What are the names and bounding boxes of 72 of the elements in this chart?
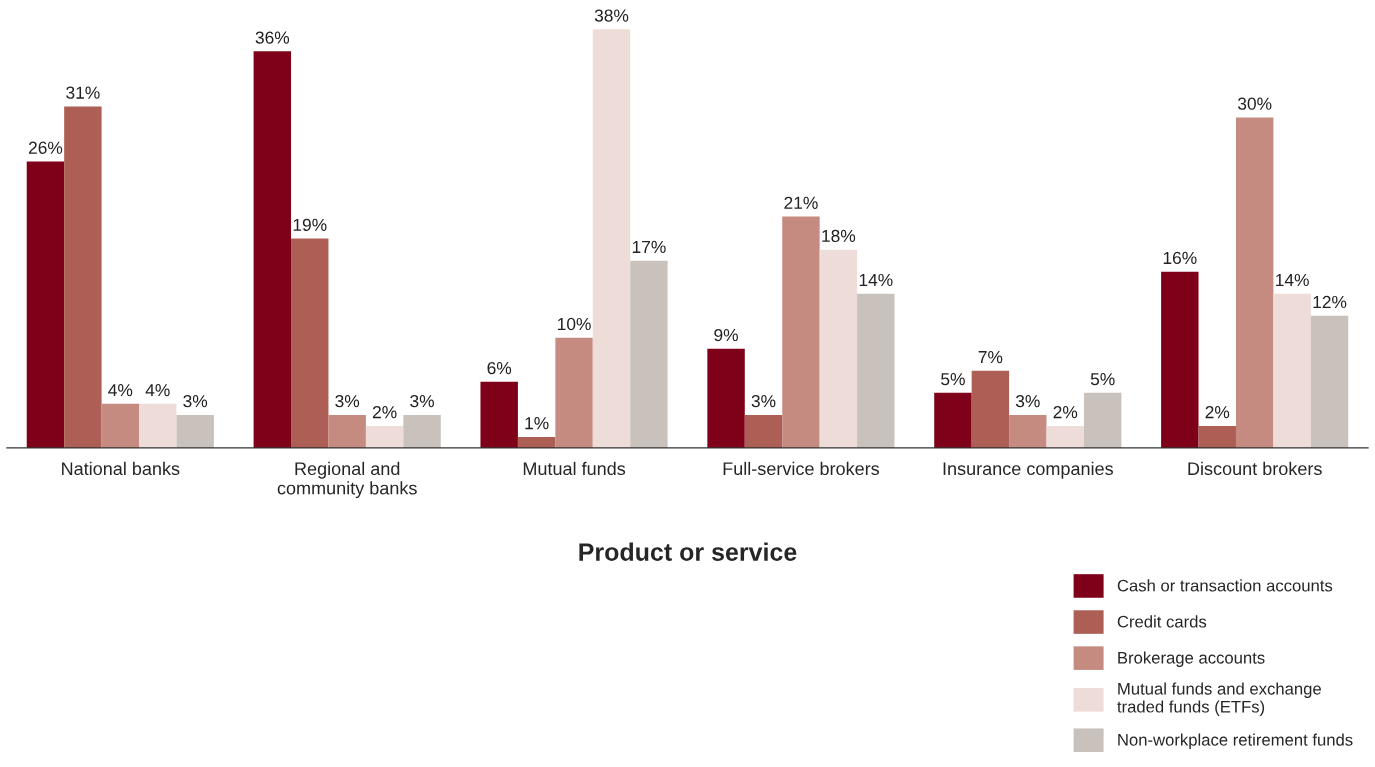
bar [365,425,404,448]
bar [1235,117,1274,448]
legend-label: Non-workplace retirement funds [1118,733,1353,750]
data-label: 3% [410,394,434,408]
bar [1198,425,1236,448]
data-label: 3% [183,394,208,408]
x-tick-label: Full-service brokers [723,461,880,476]
data-label: 12% [1313,295,1347,309]
data-label: 5% [1090,373,1115,386]
data-label: 9% [714,328,738,342]
bar [176,414,214,448]
data-label: 38% [594,9,629,22]
bar [1161,271,1199,448]
data-label: 14% [859,273,893,287]
bar [819,249,858,448]
data-label: 18% [822,229,856,243]
bar [592,29,631,448]
data-label: 6% [487,361,512,375]
bar [101,403,140,448]
bar [139,403,177,448]
data-label: 4% [108,384,133,397]
data-label: 36% [255,31,290,44]
data-label: 3% [335,394,360,408]
bar [403,414,441,448]
bar [1310,315,1349,448]
data-label: 1% [525,417,549,430]
x-tick-label: National banks [62,461,180,476]
data-label: 2% [372,406,397,419]
bar [744,414,783,448]
bar [1273,293,1311,448]
bar [934,392,972,448]
data-label: 19% [293,218,327,232]
bar [291,238,329,448]
legend-label: Brokerage accounts [1118,651,1265,667]
bar [26,161,65,448]
legend-label: Cash or transaction accounts [1117,579,1333,592]
bar [1046,425,1084,448]
data-label: 3% [1015,394,1040,408]
x-tick-label: Regional and community banks [277,461,417,499]
data-label: 26% [28,141,63,154]
bar [253,51,292,448]
bar [64,106,102,448]
bar [782,216,820,448]
data-label: 3% [751,394,776,408]
bar [480,381,518,448]
data-label: 31% [66,86,100,99]
data-label: 5% [941,373,965,386]
bar [517,436,556,448]
bar [1009,414,1047,448]
data-label: 4% [145,384,170,397]
bar [555,337,593,448]
data-label: 16% [1163,251,1197,265]
bar [707,348,745,448]
x-tick-label: Discount brokers [1188,461,1322,476]
legend-label: Mutual funds and exchange traded funds (ETFs) [1117,682,1321,716]
data-label: 7% [978,351,1003,364]
data-label: 21% [784,196,818,209]
x-tick-label: Mutual funds [523,461,626,476]
legend-label: Credit cards [1117,615,1207,628]
data-label: 17% [632,240,666,253]
data-label: 14% [1276,273,1309,287]
bar [857,293,895,448]
data-label: 30% [1237,97,1272,110]
data-label: 2% [1053,406,1078,419]
x-tick-label: Insurance companies [943,461,1113,479]
data-label: 10% [558,317,591,331]
bar [630,260,668,448]
x-axis-title: Product or service [579,542,797,561]
bar [971,370,1010,448]
data-label: 2% [1205,406,1230,419]
bar [1083,392,1122,448]
bar [328,414,366,448]
